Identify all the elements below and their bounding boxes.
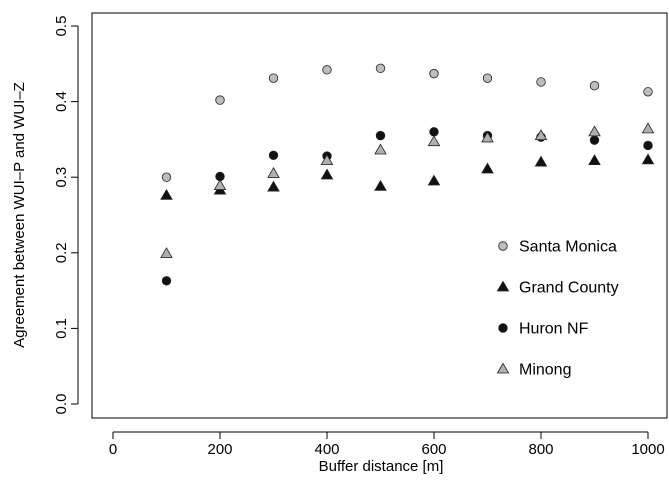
data-point xyxy=(268,73,279,83)
data-point xyxy=(320,168,334,180)
legend-item: Santa Monica xyxy=(498,239,617,256)
data-point xyxy=(160,188,173,200)
data-point xyxy=(641,153,655,165)
y-tick-label: 0.0 xyxy=(53,394,70,415)
data-point xyxy=(427,174,441,186)
legend-marker xyxy=(498,323,508,333)
data-point xyxy=(160,247,173,258)
data-point xyxy=(481,131,494,143)
data-point xyxy=(161,172,172,182)
data-point xyxy=(534,129,548,141)
y-tick-label: 0.1 xyxy=(53,318,70,339)
data-point xyxy=(589,135,600,145)
series-2 xyxy=(161,127,653,286)
data-point xyxy=(268,150,279,160)
data-point xyxy=(215,95,225,105)
legend-label: Santa Monica xyxy=(519,239,617,256)
x-tick-label: 800 xyxy=(528,441,553,458)
x-tick-label: 400 xyxy=(314,441,339,458)
plot-frame xyxy=(91,12,668,419)
data-point xyxy=(429,127,439,137)
y-tick-label: 0.2 xyxy=(53,242,70,263)
legend-item: Minong xyxy=(496,362,571,379)
x-tick-label: 0 xyxy=(109,441,117,458)
data-point xyxy=(320,154,334,166)
data-point xyxy=(481,162,494,174)
legend: Santa Monica Grand County Huron NF Minong xyxy=(496,239,619,379)
x-tick-label: 600 xyxy=(421,441,446,458)
data-point xyxy=(375,130,386,141)
data-point xyxy=(374,143,387,155)
series-0 xyxy=(161,63,653,182)
data-point xyxy=(213,179,227,190)
data-point xyxy=(429,68,439,79)
legend-marker xyxy=(496,362,510,374)
legend-label: Grand County xyxy=(519,280,619,297)
series-1 xyxy=(160,153,655,200)
legend-marker xyxy=(498,241,508,251)
x-axis: 0 200 400 600 800 1000 xyxy=(109,431,665,458)
data-point xyxy=(641,122,655,134)
x-tick-label: 200 xyxy=(207,441,232,458)
data-points xyxy=(160,63,655,286)
data-point xyxy=(536,77,546,87)
series-3 xyxy=(160,122,655,258)
legend-label: Huron NF xyxy=(519,321,589,338)
y-axis: 0.0 0.1 0.2 0.3 0.4 0.5 xyxy=(53,16,79,415)
y-axis-label: Agreement between WUI–P and WUI–Z xyxy=(11,82,28,348)
legend-item: Huron NF xyxy=(498,321,589,338)
data-point xyxy=(589,81,600,91)
legend-item: Grand County xyxy=(496,280,619,297)
data-point xyxy=(643,140,653,151)
data-point xyxy=(482,73,493,83)
data-point xyxy=(427,135,441,147)
legend-label: Minong xyxy=(519,362,571,379)
data-point xyxy=(643,87,653,97)
x-axis-label: Buffer distance [m] xyxy=(319,458,444,475)
y-tick-label: 0.4 xyxy=(53,91,70,112)
data-point xyxy=(267,180,280,192)
data-point xyxy=(374,179,387,191)
y-tick-label: 0.5 xyxy=(53,16,70,37)
data-point xyxy=(161,276,172,286)
legend-marker xyxy=(496,280,510,292)
data-point xyxy=(534,155,548,167)
data-point xyxy=(375,63,386,74)
y-tick-label: 0.3 xyxy=(53,167,70,188)
data-point xyxy=(588,125,601,137)
x-tick-label: 1000 xyxy=(631,441,664,458)
data-point xyxy=(267,167,280,178)
data-point xyxy=(322,65,332,75)
data-point xyxy=(588,154,601,166)
